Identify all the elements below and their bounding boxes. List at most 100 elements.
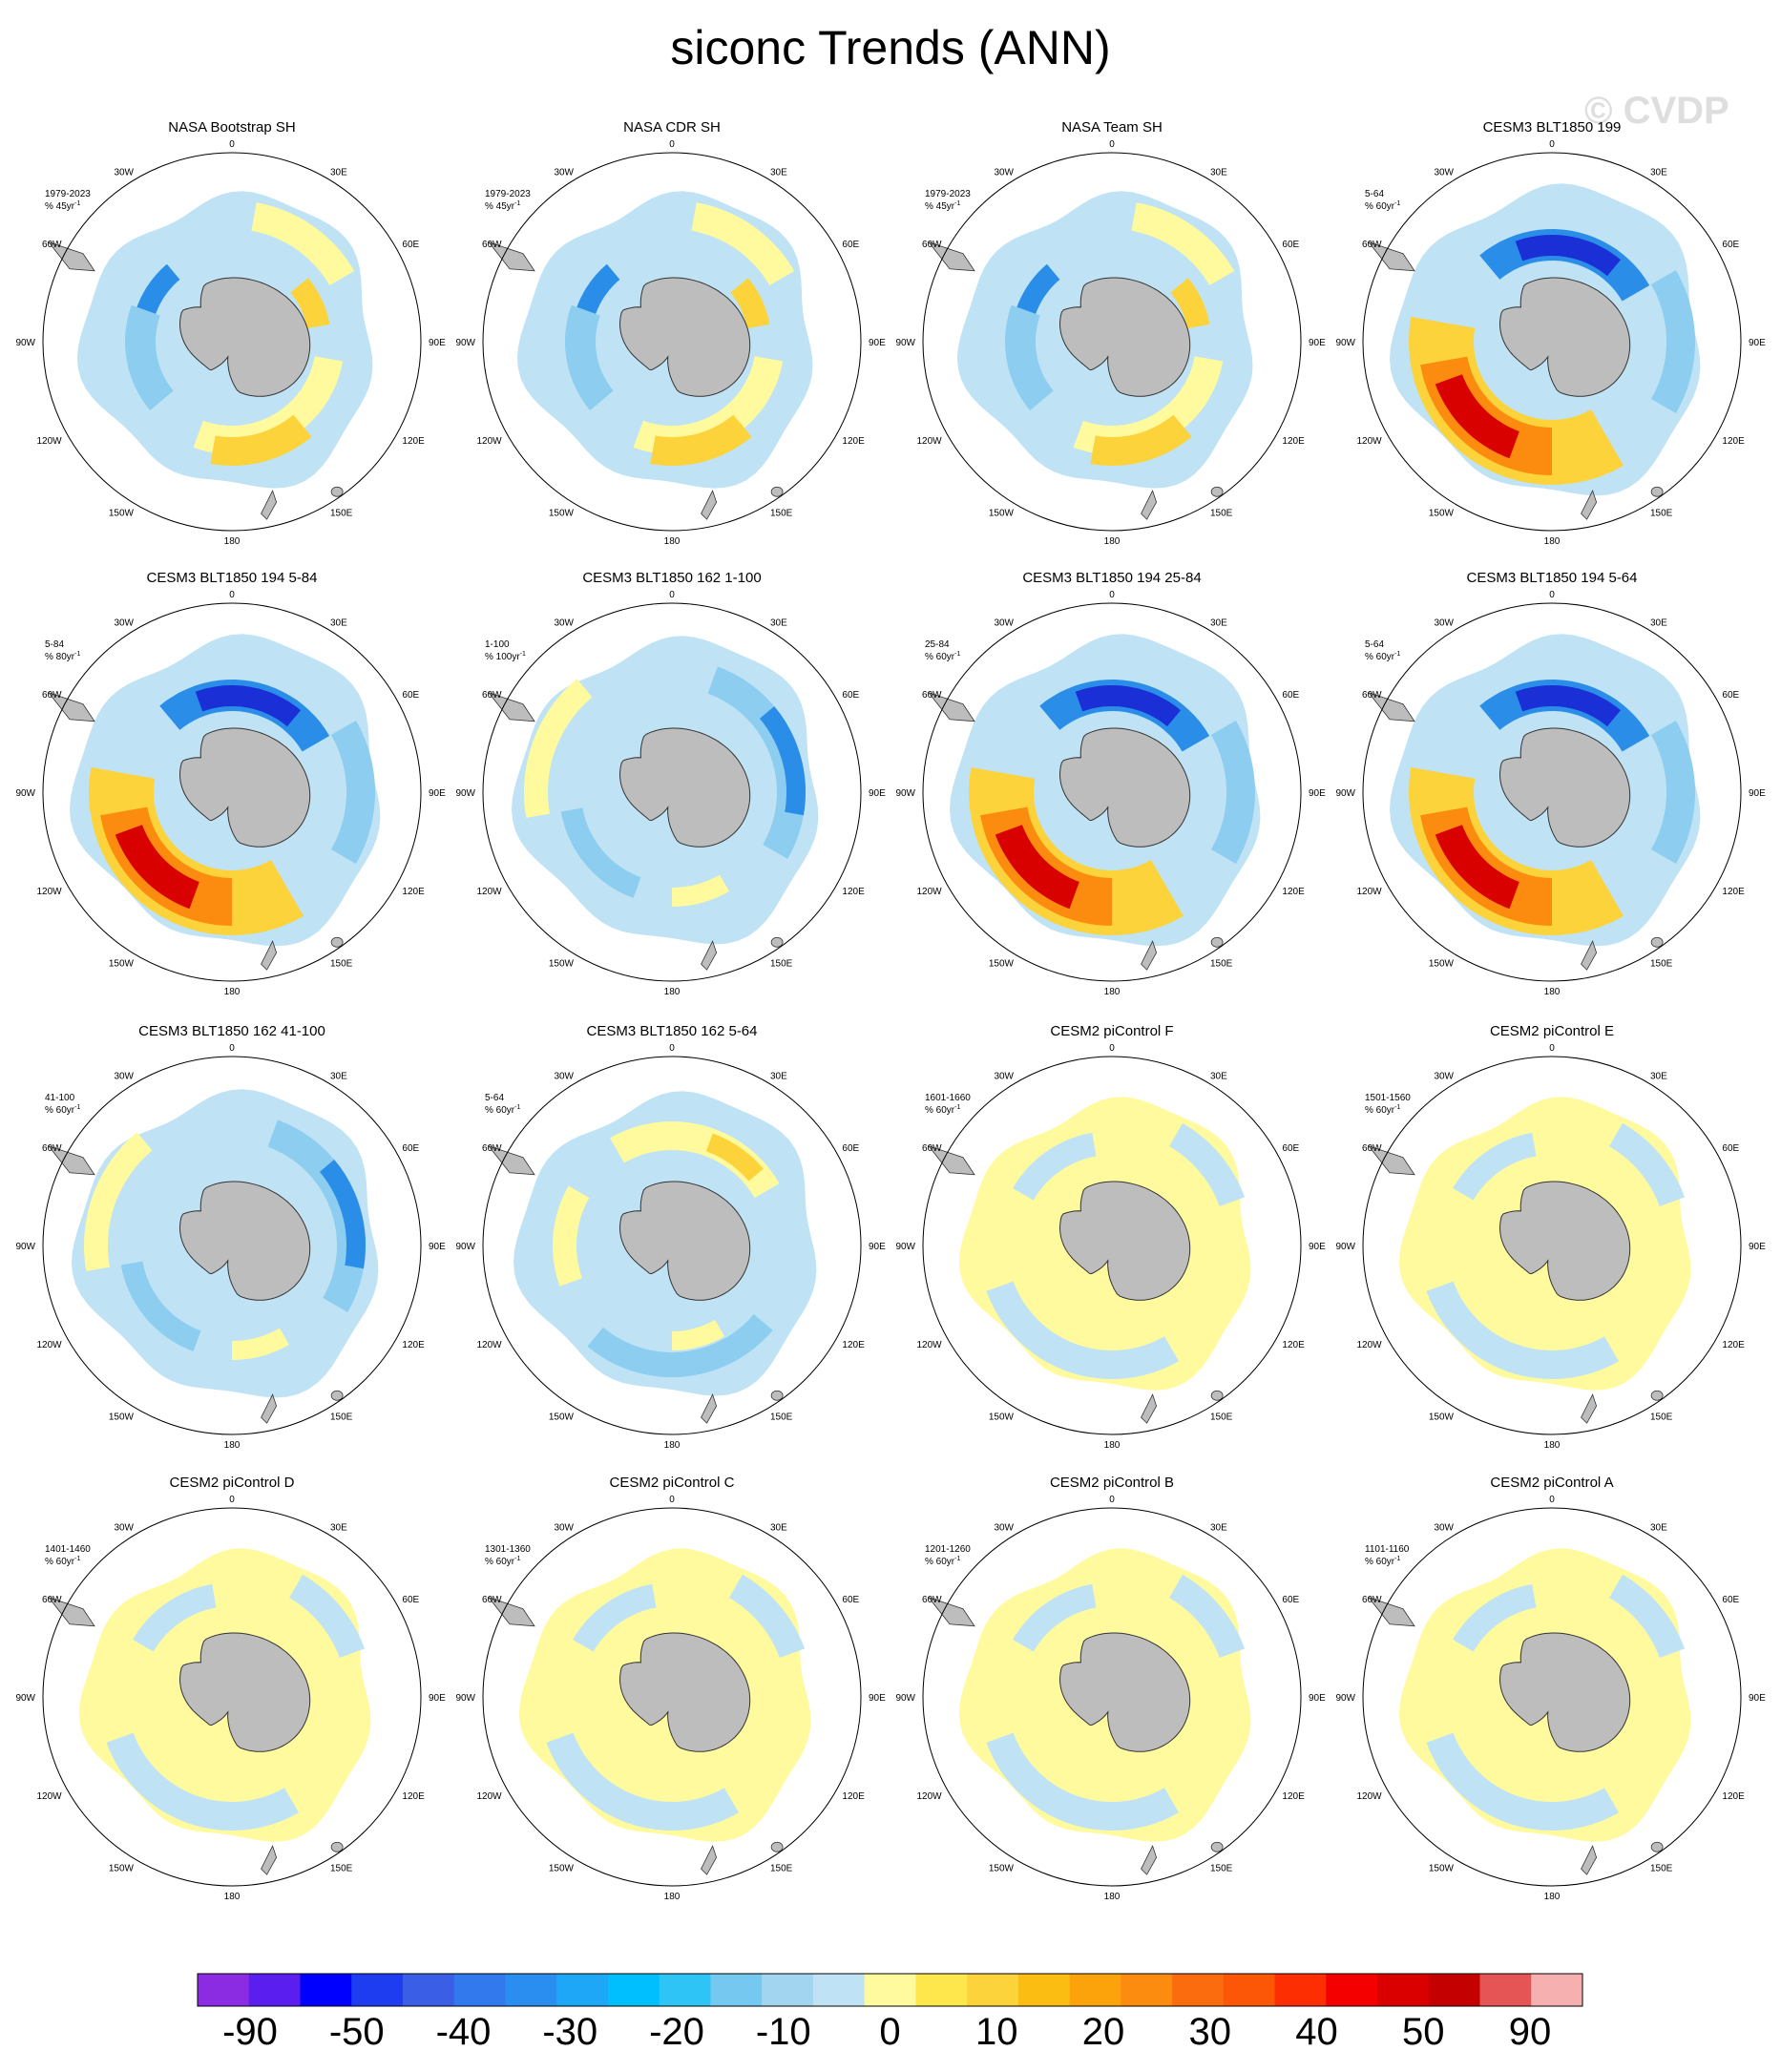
lon-label: 30E — [770, 1072, 787, 1082]
trend-region — [1453, 1132, 1537, 1201]
trend-region — [546, 1732, 739, 1831]
lon-label: 180 — [224, 987, 241, 997]
lon-label: 150E — [770, 508, 793, 518]
lon-label: 60W — [922, 690, 942, 701]
lon-label: 180 — [664, 1892, 681, 1902]
trend-region — [136, 263, 180, 314]
lon-label: 90E — [429, 1242, 446, 1252]
units-label: % 60yr-1 — [1365, 1104, 1400, 1116]
antarctica-landmass — [618, 727, 751, 848]
map-boundary-circle — [482, 152, 862, 532]
lon-label: 60W — [1362, 240, 1382, 250]
new-zealand — [1581, 1845, 1598, 1875]
lon-label: 30E — [770, 168, 787, 178]
map-boundary-circle — [482, 1056, 862, 1435]
colorbar-tick-label: 90 — [1509, 2011, 1552, 2053]
colorbar-swatch — [351, 1974, 404, 2006]
lon-label: 120W — [476, 1340, 502, 1350]
antarctica-landmass — [1058, 277, 1191, 397]
units-exponent: -1 — [954, 1104, 960, 1111]
panel-title: CESM2 piControl B — [1050, 1475, 1174, 1491]
colorbar-swatch — [659, 1974, 711, 2006]
south-america-tip — [487, 1144, 535, 1176]
lon-label: 120E — [842, 1791, 865, 1802]
map-panel: CESM2 piControl B 1201-1260% 60yr-1 0 180 30… — [895, 1475, 1326, 1902]
units-exponent: -1 — [520, 651, 526, 658]
lon-label: 90W — [895, 1242, 915, 1252]
lon-label: 30W — [554, 618, 574, 629]
colorbar-frame — [197, 1973, 1583, 2007]
map-boundary-circle — [922, 152, 1302, 532]
trend-region — [106, 1732, 300, 1831]
colorbar-tick-label: -50 — [329, 2011, 385, 2053]
colorbar-tick-label: -30 — [542, 2011, 597, 2053]
new-zealand — [1141, 490, 1158, 520]
figure-title: siconc Trends (ANN) — [670, 21, 1111, 74]
colorbar-swatch — [710, 1974, 763, 2006]
south-america-tip — [927, 1144, 975, 1176]
lon-label: 30W — [1434, 1523, 1454, 1534]
trend-region — [1075, 685, 1181, 727]
lon-label: 150E — [1650, 1412, 1673, 1422]
map-panel: CESM3 BLT1850 194 5-84 5-84% 80yr-1 0 180 30… — [15, 570, 446, 997]
trend-region — [115, 825, 199, 910]
lon-label: 0 — [229, 1495, 235, 1505]
trend-region — [1426, 1281, 1619, 1379]
lon-label: 60W — [482, 690, 502, 701]
units-exponent: -1 — [74, 1104, 80, 1111]
units-label: % 45yr-1 — [485, 200, 520, 212]
lon-label: 30E — [1210, 1523, 1227, 1534]
units-label: % 60yr-1 — [925, 1104, 960, 1116]
lon-label: 0 — [229, 139, 235, 150]
lon-label: 90W — [455, 1242, 475, 1252]
antarctica-landmass — [1498, 277, 1631, 397]
new-zealand — [261, 1845, 278, 1875]
lon-label: 120W — [1356, 436, 1382, 447]
colorbar-swatch — [402, 1974, 455, 2006]
period-label: 1401-1460 — [45, 1544, 91, 1555]
trend-region — [289, 1574, 366, 1658]
lon-label: 150W — [989, 508, 1015, 518]
period-label: 5-64 — [1365, 189, 1384, 199]
lon-label: 30E — [770, 1523, 787, 1534]
new-zealand — [701, 1393, 718, 1424]
lon-label: 150E — [330, 1863, 353, 1873]
map-boundary-circle — [482, 1507, 862, 1887]
tasmania — [1210, 486, 1224, 497]
lon-label: 30W — [1434, 1072, 1454, 1082]
trend-region — [1609, 1122, 1686, 1206]
lon-label: 90W — [455, 788, 475, 799]
colorbar-swatch — [1121, 1974, 1173, 2006]
lon-label: 90E — [1749, 1242, 1766, 1252]
panel-title: CESM2 piControl F — [1050, 1023, 1173, 1039]
trend-region — [553, 1185, 590, 1287]
map-panel: CESM3 BLT1850 162 41-100 41-100% 60yr-1 0 1… — [15, 1023, 446, 1451]
lon-label: 30W — [994, 1523, 1014, 1534]
tasmania — [1650, 486, 1664, 497]
lon-label: 180 — [664, 536, 681, 547]
lon-label: 60W — [922, 240, 942, 250]
lon-label: 90E — [869, 1242, 886, 1252]
trend-region — [1073, 356, 1224, 454]
units-label: % 45yr-1 — [45, 200, 80, 212]
trend-region — [672, 1319, 724, 1350]
lon-label: 0 — [1109, 590, 1115, 600]
panel-title: NASA Team SH — [1061, 119, 1163, 136]
period-label: 1-100 — [485, 639, 510, 650]
trend-region — [691, 202, 795, 285]
trend-region — [290, 278, 330, 329]
trend-region — [986, 1281, 1179, 1379]
lon-label: 180 — [1104, 1440, 1121, 1451]
lon-label: 150W — [989, 1863, 1015, 1873]
period-label: 1201-1260 — [925, 1544, 971, 1555]
lon-label: 0 — [1109, 139, 1115, 150]
trend-region — [587, 1314, 773, 1377]
trend-region — [1650, 721, 1695, 864]
panel-title: CESM3 BLT1850 162 1-100 — [582, 570, 761, 586]
lon-label: 60W — [1362, 1595, 1382, 1605]
lon-label: 60E — [1282, 690, 1299, 701]
trend-region — [1435, 825, 1519, 910]
south-america-tip — [487, 691, 535, 722]
map-boundary-circle — [42, 1056, 422, 1435]
